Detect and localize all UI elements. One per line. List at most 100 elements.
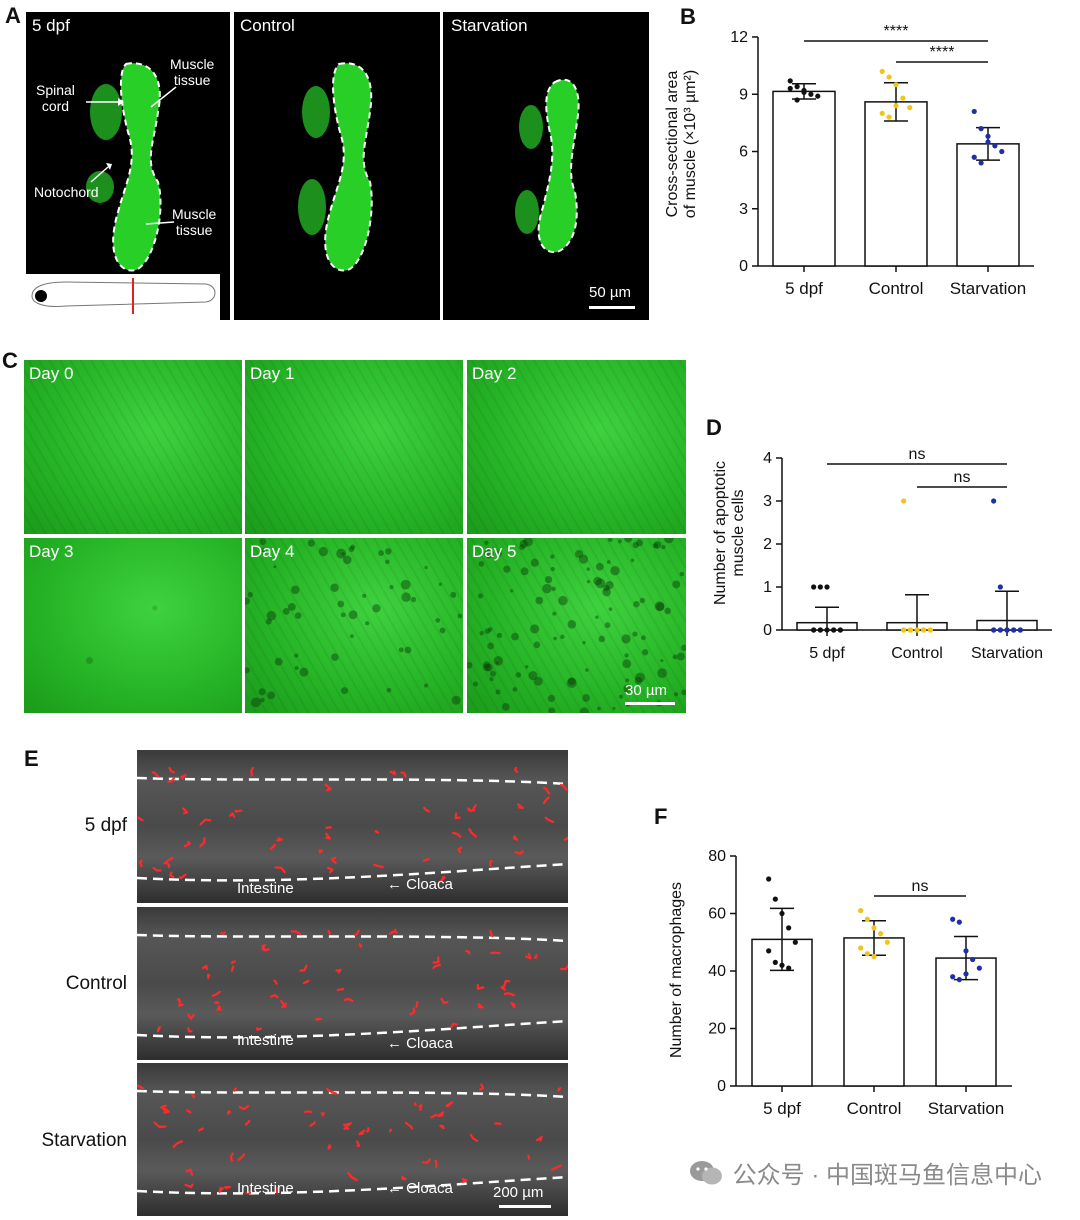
macrophage (355, 1140, 361, 1148)
macrophage (500, 985, 506, 991)
vacuole (582, 641, 586, 645)
macrophage (138, 859, 143, 868)
data-point (864, 916, 870, 922)
vacuole (640, 635, 646, 641)
vacuole (550, 566, 555, 572)
data-point (792, 939, 798, 945)
vacuole (610, 565, 620, 576)
vacuole (673, 692, 679, 697)
data-point (997, 627, 1003, 633)
vacuoles-day4 (245, 538, 463, 708)
macrophage (274, 866, 286, 874)
macrophage (280, 999, 285, 1006)
data-point (831, 627, 837, 633)
vacuole (533, 641, 541, 649)
vacuole (401, 592, 411, 602)
macrophage (187, 1013, 195, 1020)
macrophage (183, 840, 191, 848)
data-point (878, 931, 884, 937)
vacuole (621, 634, 631, 644)
vacuole (512, 687, 518, 692)
vacuole (632, 631, 638, 637)
vacuole (489, 670, 497, 677)
macrophage (467, 807, 473, 813)
data-point (978, 160, 984, 166)
macrophage (468, 828, 478, 838)
macrophage (269, 844, 276, 850)
vacuole (632, 541, 639, 549)
macrophage-overlay-control (137, 928, 568, 1039)
data-point (801, 89, 807, 95)
data-point (824, 627, 830, 633)
vacuole (503, 565, 511, 573)
vacuole (479, 630, 484, 636)
macrophage (469, 1133, 479, 1143)
macrophage (449, 1022, 458, 1029)
vacuole (400, 579, 411, 590)
vacuole (542, 583, 552, 594)
vacuole (519, 539, 528, 549)
x-tick-label: 5 dpf (785, 279, 823, 298)
vacuole (550, 554, 555, 559)
x-tick-label: Control (847, 1099, 902, 1118)
vacuole (340, 612, 346, 618)
macrophage (439, 876, 446, 883)
macrophage (165, 862, 171, 869)
data-point (811, 584, 817, 590)
macrophage (250, 766, 255, 777)
x-tick-label: Starvation (950, 279, 1027, 298)
vacuole (681, 689, 686, 696)
data-point (787, 78, 793, 84)
dashed-outline-top (137, 776, 568, 786)
vacuole (630, 558, 635, 563)
macrophage (229, 1152, 234, 1162)
vacuole (558, 595, 568, 606)
macrophage (244, 1119, 251, 1126)
bar-chart-muscle-area: 0 3 6 9 12 5 dpf Control Starvation **** **** (730, 23, 1034, 298)
vacuole (624, 538, 633, 543)
macrophage (550, 1164, 562, 1171)
muscle-image-day4: Day 4 (245, 538, 463, 713)
macrophage (187, 1027, 193, 1033)
vacuole (582, 694, 590, 702)
macrophage (325, 832, 331, 840)
data-point (886, 114, 892, 120)
vacuole (567, 677, 576, 686)
vacuole (484, 663, 493, 672)
data-point (808, 91, 814, 97)
macrophage (374, 829, 380, 834)
vacuole (547, 694, 556, 703)
data-point (837, 627, 843, 633)
day-label-3: Day 3 (29, 542, 74, 561)
vacuole (404, 646, 412, 654)
data-point (907, 627, 913, 633)
vacuole (656, 602, 665, 612)
data-point (886, 74, 892, 80)
macrophage (270, 994, 279, 999)
macrophage (324, 783, 332, 792)
macrophage (156, 1026, 162, 1033)
vacuole (602, 587, 611, 597)
vacuole (578, 554, 589, 564)
data-point (794, 97, 800, 103)
vacuole (608, 607, 613, 611)
macrophage (461, 1177, 468, 1184)
vacuole (484, 628, 491, 634)
vacuole (259, 538, 267, 546)
vacuole (378, 550, 384, 557)
macrophage (404, 1121, 414, 1130)
panel-letter-a: A (5, 3, 21, 28)
scale-bar-e (499, 1205, 551, 1208)
cloaca-text-starvation: Cloaca (406, 1180, 453, 1197)
vacuole (652, 542, 659, 549)
vacuole (586, 567, 590, 571)
vacuole (350, 544, 356, 550)
vacuole (510, 589, 514, 593)
macrophage (563, 836, 568, 841)
y-tick-label: 4 (763, 450, 772, 467)
vacuole (625, 678, 630, 683)
y-tick-label: 9 (739, 86, 748, 103)
bar-chart-apoptotic-cells: 0 1 2 3 4 5 dpf Control Starvation ns ns (763, 446, 1052, 662)
vacuole (348, 546, 355, 552)
row-label-starvation: Starvation (41, 1130, 127, 1151)
